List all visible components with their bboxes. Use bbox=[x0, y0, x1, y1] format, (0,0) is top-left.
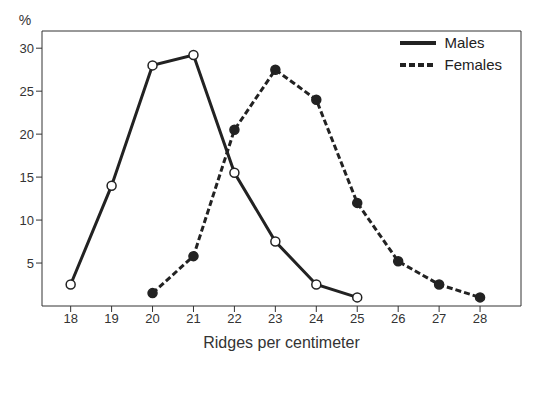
svg-text:Ridges per centimeter: Ridges per centimeter bbox=[203, 334, 360, 351]
svg-text:22: 22 bbox=[227, 311, 241, 326]
svg-text:25: 25 bbox=[350, 311, 364, 326]
svg-text:%: % bbox=[19, 12, 31, 28]
svg-text:19: 19 bbox=[104, 311, 118, 326]
svg-text:10: 10 bbox=[20, 213, 34, 228]
svg-text:18: 18 bbox=[63, 311, 77, 326]
svg-text:21: 21 bbox=[186, 311, 200, 326]
html-text:Males: Males bbox=[444, 34, 485, 51]
html-text:Females: Females bbox=[444, 56, 502, 73]
svg-text:30: 30 bbox=[20, 41, 34, 56]
svg-text:5: 5 bbox=[27, 256, 34, 271]
svg-text:15: 15 bbox=[20, 170, 34, 185]
svg-text:28: 28 bbox=[473, 311, 487, 326]
svg-text:20: 20 bbox=[145, 311, 159, 326]
svg-text:24: 24 bbox=[309, 311, 323, 326]
svg-text:27: 27 bbox=[432, 311, 446, 326]
svg-text:20: 20 bbox=[20, 127, 34, 142]
svg-text:26: 26 bbox=[391, 311, 405, 326]
svg-text:25: 25 bbox=[20, 84, 34, 99]
svg-text:23: 23 bbox=[268, 311, 282, 326]
